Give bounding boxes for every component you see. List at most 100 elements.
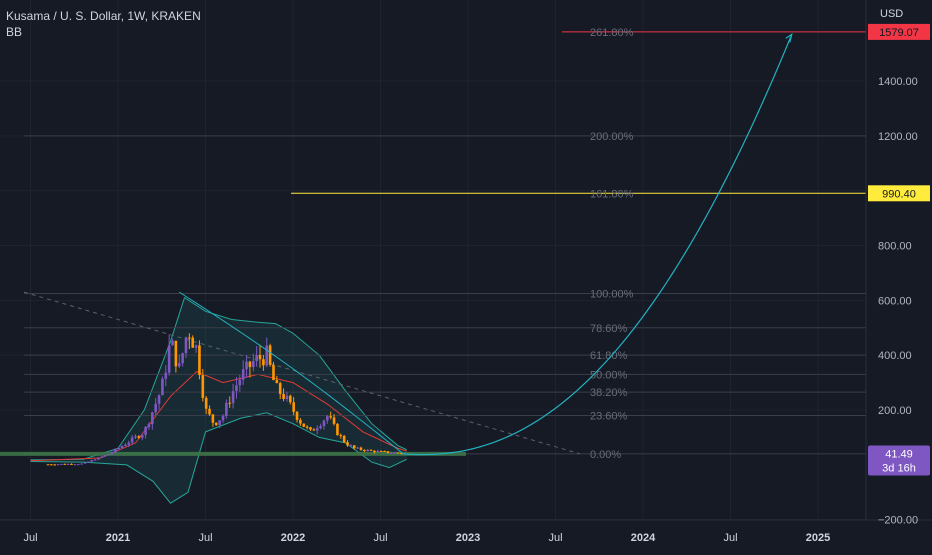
candle-body <box>70 463 73 465</box>
candle-body <box>66 463 70 465</box>
fib-level-label: 161.80% <box>590 188 634 200</box>
bb-fill <box>30 297 407 504</box>
candle-body <box>154 403 157 413</box>
candle-body <box>144 427 147 435</box>
candle-body <box>339 435 343 437</box>
support-zone <box>0 451 466 456</box>
candle-body <box>275 380 279 384</box>
candle-body <box>379 450 383 452</box>
candle-body <box>302 423 306 427</box>
time-tick-label: 2023 <box>456 532 480 544</box>
candle-body <box>255 354 258 362</box>
currency-label: USD <box>880 8 903 20</box>
candle-body <box>319 426 322 429</box>
candle-body <box>83 462 87 464</box>
candle-body <box>107 454 110 456</box>
price-tick-label: 800.00 <box>878 241 912 253</box>
drawings <box>178 33 793 456</box>
candle-body <box>262 359 265 366</box>
candle-body <box>103 455 107 457</box>
candle-body <box>100 456 104 458</box>
candle-body <box>309 427 312 430</box>
candle-body <box>282 393 285 399</box>
candle-body <box>188 337 191 339</box>
indicator-label[interactable]: BB <box>6 25 23 39</box>
price-tick-label: 1400.00 <box>878 76 918 88</box>
fib-level-label: 78.60% <box>590 323 628 335</box>
time-tick-label: Jul <box>373 532 387 544</box>
candle-body <box>171 340 174 346</box>
price-badges: 1579.07 990.40 41.49 3d 16h <box>868 23 930 476</box>
candle-body <box>130 437 134 443</box>
fib-level-label: 261.80% <box>590 27 634 39</box>
time-tick-label: 2025 <box>806 532 830 544</box>
candle-body <box>396 452 400 454</box>
candle-body <box>114 448 117 453</box>
candle-body <box>336 423 339 436</box>
bb-upper <box>30 296 407 461</box>
price-badge-bg <box>868 185 930 202</box>
candle-body <box>289 395 292 403</box>
candle-body <box>359 447 363 450</box>
candle-body <box>299 419 302 424</box>
last-price-label: 41.49 <box>885 448 913 460</box>
candle-body <box>389 452 393 454</box>
candle-body <box>235 385 238 392</box>
symbol-title[interactable]: Kusama / U. S. Dollar, 1W, KRAKEN <box>6 9 201 23</box>
fib-level-label: 23.60% <box>590 410 628 422</box>
fib-level-label: 50.00% <box>590 369 628 381</box>
projection-curve <box>403 34 793 456</box>
candle-body <box>87 461 90 463</box>
candle-body <box>326 416 329 421</box>
candle-body <box>258 354 262 360</box>
candle-body <box>369 449 373 451</box>
candle-body <box>137 436 141 438</box>
chart-header: Kusama / U. S. Dollar, 1W, KRAKEN BB <box>6 8 201 40</box>
candle-body <box>312 429 316 431</box>
time-tick-label: Jul <box>723 532 737 544</box>
candle-body <box>349 445 353 447</box>
candle-body <box>117 447 120 449</box>
fib-level-label: 0.00% <box>590 449 621 461</box>
downtrend-curve <box>178 291 404 455</box>
fib-level-label: 38.20% <box>590 387 628 399</box>
candle-body <box>315 428 319 431</box>
candle-body <box>198 345 201 376</box>
candle-body <box>363 449 366 451</box>
candle-body <box>208 408 211 415</box>
last-price-badge-bg <box>868 445 930 476</box>
time-axis[interactable]: Jul 2021 Jul 2022 Jul 2023 Jul 2024 Jul 2025 <box>23 532 830 544</box>
candle-body <box>383 451 386 453</box>
candle-body <box>373 450 376 453</box>
candle-body <box>231 391 235 404</box>
candle-body <box>393 452 396 454</box>
candle-body <box>80 463 83 465</box>
bb-basis <box>30 371 407 462</box>
candle-body <box>60 463 63 465</box>
candle-body <box>191 337 195 348</box>
descending-trendline <box>23 291 581 455</box>
price-badge-label: 1579.07 <box>879 27 919 39</box>
candle-body <box>97 457 100 460</box>
price-badge-label: 990.40 <box>882 188 916 200</box>
candle-body <box>151 412 154 425</box>
time-tick-label: 2021 <box>106 532 130 544</box>
candle-body <box>376 450 380 453</box>
candle-body <box>248 361 252 368</box>
candle-body <box>332 417 336 424</box>
candle-body <box>53 464 57 466</box>
fib-level-label: 100.00% <box>590 288 634 300</box>
candle-body <box>127 442 131 445</box>
candle-body <box>46 464 50 466</box>
projection-arrowhead <box>785 33 793 43</box>
candle-body <box>73 464 77 466</box>
candle-body <box>76 464 80 466</box>
candle-body <box>265 345 269 366</box>
candle-body <box>228 402 232 404</box>
candle-body <box>177 363 181 367</box>
candle-body <box>164 372 168 379</box>
candle-body <box>134 436 137 438</box>
candle-body <box>167 345 171 373</box>
